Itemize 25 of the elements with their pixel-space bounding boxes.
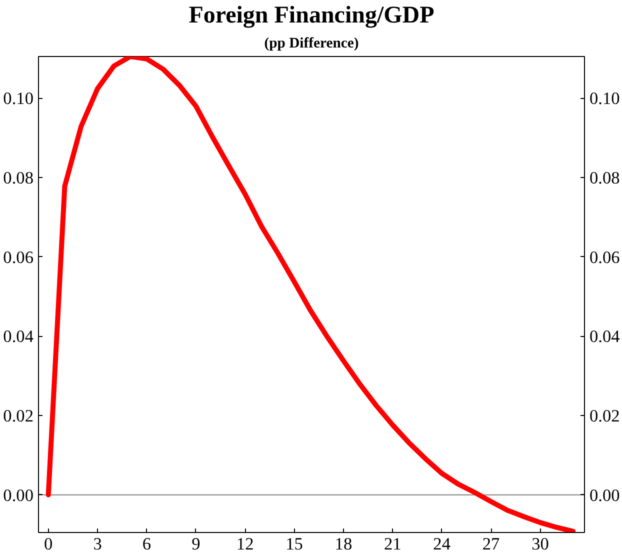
- y2-tick-label: 0.00: [590, 486, 620, 505]
- x-tick-label: 6: [142, 534, 152, 552]
- y2-tick-label: 0.04: [590, 327, 620, 346]
- x-tick-label: 27: [482, 534, 500, 552]
- y-tick-label: 0.04: [3, 327, 34, 346]
- y-tick-label: 0.10: [3, 89, 34, 108]
- x-tick-label: 9: [192, 534, 200, 552]
- chart-title: Foreign Financing/GDP: [188, 2, 434, 28]
- y-tick-label: 0.02: [3, 406, 34, 426]
- x-tick-label: 12: [236, 534, 254, 552]
- x-tick-label: 21: [384, 534, 402, 552]
- x-tick-label: 15: [286, 534, 303, 552]
- x-tick-label: 24: [433, 534, 451, 552]
- y2-tick-label: 0.06: [590, 248, 620, 267]
- x-tick-label: 0: [44, 534, 53, 552]
- chart-subtitle: (pp Difference): [264, 36, 359, 52]
- y-tick-label: 0.06: [3, 248, 34, 267]
- y2-tick-label: 0.08: [590, 168, 620, 188]
- y2-tick-label: 0.10: [590, 89, 620, 108]
- y-tick-label: 0.08: [3, 168, 34, 188]
- y-tick-label: 0.00: [3, 486, 34, 505]
- x-tick-label: 3: [93, 534, 102, 552]
- y2-tick-label: 0.02: [590, 406, 620, 426]
- x-tick-label: 30: [532, 534, 549, 552]
- x-tick-label: 18: [334, 534, 352, 552]
